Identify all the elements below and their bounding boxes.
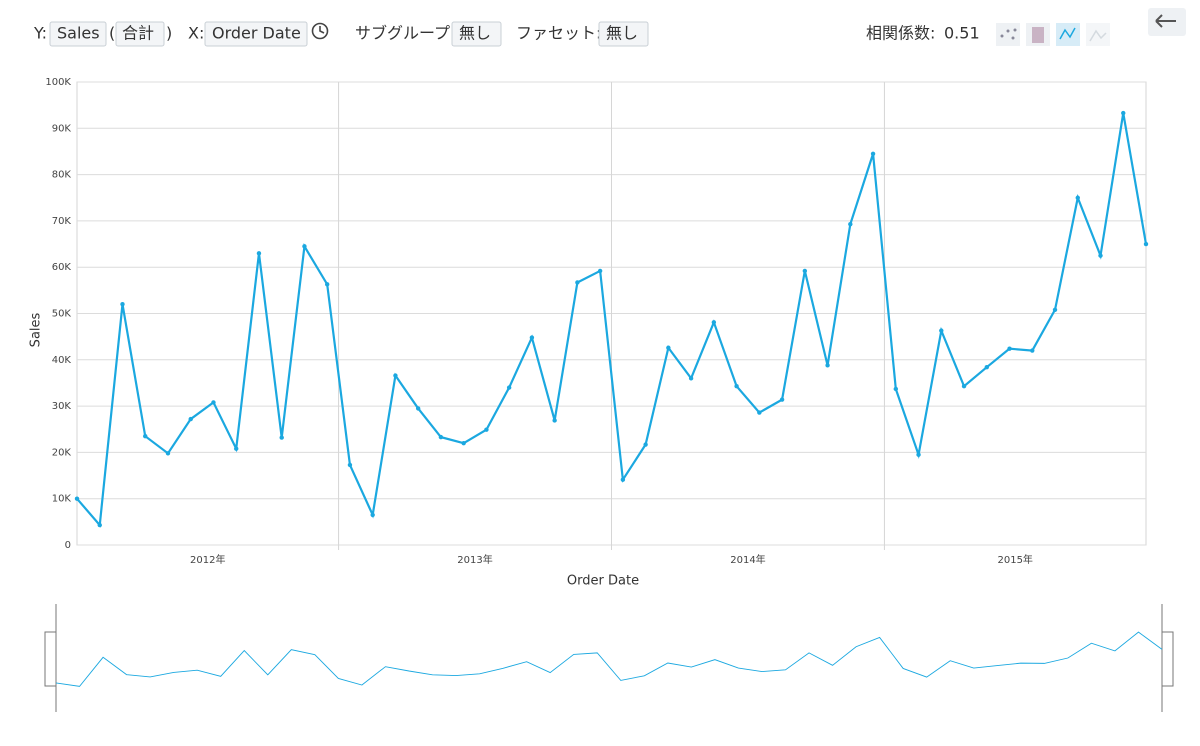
point bbox=[438, 434, 444, 440]
point bbox=[211, 400, 216, 405]
correlation-value: 0.51 bbox=[944, 24, 980, 43]
point bbox=[370, 512, 375, 518]
y-field[interactable]: Sales bbox=[57, 24, 100, 43]
y-tick-label: 40K bbox=[52, 355, 72, 366]
paren: ) bbox=[166, 24, 172, 43]
point bbox=[120, 302, 125, 307]
point bbox=[393, 373, 398, 378]
point bbox=[643, 442, 648, 447]
y-tick-label: 70K bbox=[52, 216, 72, 227]
point bbox=[302, 244, 307, 249]
navigator-handle[interactable] bbox=[1161, 631, 1174, 687]
point bbox=[1030, 348, 1035, 353]
y-tick-label: 10K bbox=[52, 494, 72, 505]
point bbox=[734, 383, 739, 389]
point bbox=[575, 280, 580, 285]
point bbox=[415, 406, 421, 411]
point bbox=[893, 386, 899, 392]
x-field-box[interactable] bbox=[204, 21, 308, 47]
clock-icon[interactable] bbox=[311, 22, 329, 40]
point bbox=[779, 397, 785, 402]
y-tick-label: 20K bbox=[52, 447, 72, 458]
point bbox=[802, 268, 808, 274]
correlation-label: 相関係数: bbox=[866, 24, 935, 43]
facet-box[interactable] bbox=[598, 21, 649, 47]
point bbox=[757, 410, 762, 415]
plot-layer: 0 10K 20K 30K 40K 50K 60K 70K 80K 90K 100K 2012年 201… bbox=[45, 77, 1163, 687]
point bbox=[984, 365, 989, 370]
point bbox=[688, 376, 694, 381]
point bbox=[961, 383, 967, 389]
point bbox=[1098, 253, 1103, 258]
point bbox=[529, 335, 535, 340]
y-axis-title: Sales bbox=[29, 312, 44, 347]
point bbox=[1121, 110, 1126, 116]
point bbox=[143, 433, 148, 439]
y-tick-label: 100K bbox=[45, 77, 71, 88]
point bbox=[916, 452, 921, 457]
y-tick-label: 30K bbox=[52, 401, 72, 412]
point bbox=[256, 251, 262, 256]
y-tick-label: 80K bbox=[52, 170, 72, 181]
point bbox=[324, 282, 330, 287]
point bbox=[484, 427, 489, 432]
subgroup-box[interactable] bbox=[451, 21, 502, 47]
subgroup-value[interactable]: 無し bbox=[459, 24, 491, 43]
point bbox=[347, 462, 353, 468]
subgroup-label: サブグループ: bbox=[355, 24, 455, 43]
point bbox=[552, 418, 557, 423]
x-label: X: bbox=[188, 24, 204, 43]
point bbox=[506, 385, 512, 390]
point bbox=[711, 320, 717, 325]
point bbox=[597, 268, 603, 274]
scatter-button[interactable] bbox=[996, 23, 1020, 46]
x-tick-label: 2014年 bbox=[730, 553, 765, 566]
point bbox=[97, 522, 102, 528]
y-tick-label: 60K bbox=[52, 262, 72, 273]
x-axis-title: Order Date bbox=[567, 574, 639, 589]
point bbox=[279, 435, 284, 440]
x-tick-label: 2013年 bbox=[457, 553, 492, 566]
facet-value[interactable]: 無し bbox=[606, 24, 638, 43]
aggregation-box[interactable] bbox=[115, 21, 165, 47]
series-line bbox=[76, 112, 1148, 528]
point bbox=[1075, 195, 1080, 200]
point bbox=[165, 451, 171, 456]
point bbox=[939, 328, 944, 333]
point bbox=[188, 416, 193, 422]
point bbox=[1007, 346, 1012, 351]
point bbox=[461, 440, 466, 446]
paren: ( bbox=[109, 24, 115, 43]
point bbox=[825, 363, 830, 368]
aggregation[interactable]: 合計 bbox=[122, 24, 154, 43]
x-tick-label: 2012年 bbox=[190, 553, 225, 566]
x-field[interactable]: Order Date bbox=[212, 24, 301, 43]
y-tick-label: 50K bbox=[52, 309, 72, 320]
point bbox=[1143, 241, 1149, 247]
y-tick-label: 0 bbox=[65, 540, 71, 551]
point bbox=[74, 496, 80, 501]
y-label: Y: bbox=[33, 24, 47, 43]
point bbox=[666, 345, 671, 350]
y-tick-label: 90K bbox=[52, 123, 72, 134]
point bbox=[870, 151, 876, 156]
facet-label: ファセット: bbox=[516, 24, 601, 43]
point bbox=[1052, 307, 1058, 312]
x-tick-label: 2015年 bbox=[997, 553, 1032, 566]
back-button[interactable] bbox=[1148, 8, 1186, 36]
point bbox=[620, 477, 626, 482]
point bbox=[848, 221, 853, 227]
chart-type-buttons bbox=[996, 23, 1110, 46]
navigator-line bbox=[55, 631, 1163, 687]
navigator-handle[interactable] bbox=[44, 631, 57, 687]
point bbox=[234, 446, 239, 451]
y-field-box[interactable] bbox=[49, 21, 107, 47]
